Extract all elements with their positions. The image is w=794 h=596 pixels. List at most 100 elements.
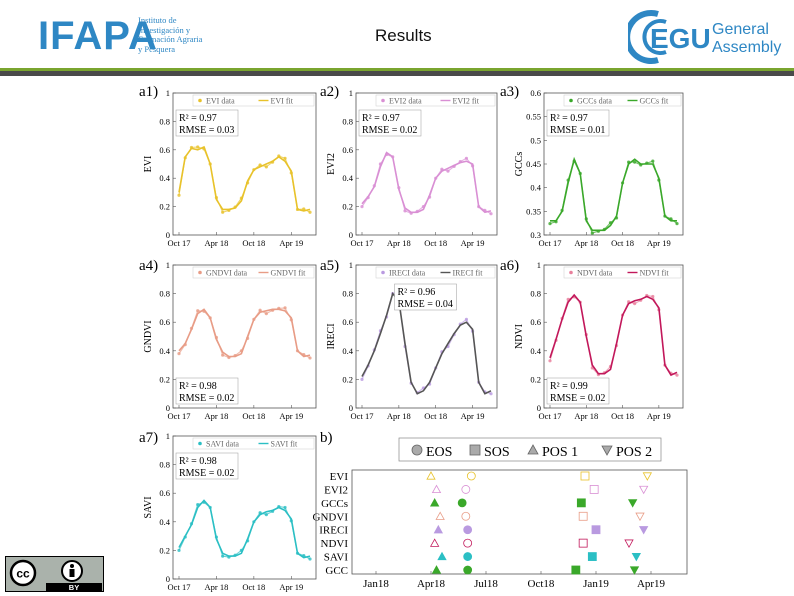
y-tick-label: 0.2	[530, 374, 541, 384]
x-tick-label: Oct 18	[242, 582, 265, 592]
legend: IRECI data IRECI fit	[375, 266, 496, 279]
y-tick-label: 0.8	[530, 289, 541, 299]
category-label: IRECI	[319, 525, 348, 537]
r2-text: R² = 0.96	[398, 287, 436, 298]
data-point	[633, 302, 637, 306]
marker-sos	[587, 552, 597, 561]
x-tick-label: Oct 18	[242, 238, 265, 248]
marker-pos1	[433, 524, 444, 534]
category-label: SAVI	[324, 552, 349, 564]
legend-label: SOS	[484, 445, 510, 460]
data-point	[308, 210, 312, 214]
x-tick-label: Apr 18	[574, 238, 598, 248]
legend-data-marker	[569, 270, 573, 275]
marker-pos2	[642, 472, 653, 481]
legend-data-marker	[198, 270, 202, 275]
data-point	[489, 212, 493, 216]
legend: GNDVI data GNDVI fit	[192, 266, 315, 279]
svg-text:General: General	[712, 21, 769, 38]
legend-data-label: GCCs data	[577, 97, 612, 106]
data-point	[196, 309, 200, 313]
x-tick-label: Apr 18	[387, 238, 411, 248]
marker-pos2	[629, 566, 640, 575]
category-label: GCCs	[321, 498, 348, 510]
slide-header: IFAPA Instituto de Investigación y Forma…	[0, 0, 794, 70]
legend-fit-label: GCCs fit	[640, 97, 669, 106]
x-tick-label: Apr 19	[279, 582, 303, 592]
x-tick-label: Apr18	[417, 578, 446, 590]
x-tick-label: Oct 18	[424, 238, 447, 248]
series-fit-line	[178, 145, 311, 212]
y-tick-label: 0	[166, 230, 170, 240]
marker-pos1	[431, 565, 442, 574]
data-point	[464, 156, 469, 160]
panel-a1: a1) 0 0.2 0.4 0.6 0.8 1 Oct 17 Apr 18 Oct 18 Apr 1…	[139, 84, 317, 248]
x-tick-label: Apr 19	[461, 411, 485, 421]
legend-data-marker	[569, 98, 573, 103]
marker-pos2	[627, 499, 638, 508]
x-tick-label: Oct 18	[424, 411, 447, 421]
x-tick-label: Apr 18	[204, 238, 228, 248]
ifapa-logo-subtitle: Instituto de Investigación y Formación A…	[138, 15, 203, 54]
marker-sos	[571, 565, 581, 575]
marker-sos	[580, 471, 590, 481]
y-tick-label: 1	[537, 260, 541, 270]
legend-data-label: EVI data	[206, 97, 235, 106]
panel-a4: a4) 0 0.2 0.4 0.6 0.8 1 Oct 17 Apr 18 Oct 18 Apr 1…	[139, 258, 317, 421]
annotation-box	[175, 452, 239, 480]
legend-fit-label: EVI fit	[271, 97, 294, 106]
legend: GCCs data GCCs fit	[563, 94, 682, 107]
y-tick-label: 0.8	[159, 460, 170, 470]
marker-eos	[463, 525, 473, 535]
y-tick-label: 0.4	[342, 173, 353, 183]
legend-data-label: IRECI data	[389, 269, 426, 278]
data-point	[283, 505, 287, 510]
y-tick-label: 1	[166, 260, 170, 270]
marker-sos	[578, 511, 588, 521]
marker-sos	[578, 538, 588, 548]
annotation-box	[546, 109, 610, 137]
y-tick-label: 0.55	[526, 112, 541, 122]
plot-frame	[351, 469, 688, 575]
data-point	[548, 359, 552, 363]
y-tick-label: 0.3	[530, 230, 541, 240]
svg-text:Assembly: Assembly	[712, 39, 781, 56]
y-tick-label: 0.6	[342, 145, 353, 155]
data-point	[548, 222, 552, 226]
data-point	[590, 231, 594, 235]
rmse-text: RMSE = 0.02	[179, 393, 234, 404]
marker-sos	[591, 525, 601, 535]
marker-pos1	[429, 498, 440, 507]
x-tick-label: Apr 19	[279, 238, 303, 248]
cc-by-graphic: cc BY	[9, 559, 102, 592]
x-tick-label: Oct 17	[351, 238, 374, 248]
y-tick-label: 0.2	[342, 374, 353, 384]
y-axis-label: IRECI	[326, 323, 337, 349]
x-tick-label: Oct 17	[168, 411, 191, 421]
series-fit-line	[549, 293, 678, 377]
data-point	[221, 353, 225, 357]
series-fit-line	[361, 151, 492, 214]
x-tick-label: Jan19	[583, 578, 609, 590]
y-tick-label: 0.6	[159, 317, 170, 327]
marker-pos1	[426, 471, 436, 480]
rmse-text: RMSE = 0.04	[398, 299, 453, 310]
category-label: NDVI	[321, 538, 349, 550]
y-axis-label: GNDVI	[143, 320, 154, 352]
data-point	[264, 165, 268, 169]
marker-eos	[457, 498, 467, 508]
series-fit-line	[550, 156, 677, 232]
annotation-box	[175, 109, 239, 137]
y-tick-label: 0	[349, 403, 353, 413]
data-point	[633, 160, 637, 164]
panel-a5: a5) 0 0.2 0.4 0.6 0.8 1 Oct 17 Apr 18 Oct 18 Apr 1…	[320, 258, 498, 421]
y-tick-label: 1	[166, 431, 170, 441]
data-point	[221, 554, 225, 558]
data-point	[308, 356, 312, 360]
rmse-text: RMSE = 0.02	[550, 393, 605, 404]
legend-label: EOS	[426, 445, 452, 460]
data-point	[675, 222, 679, 226]
data-point	[264, 513, 268, 517]
